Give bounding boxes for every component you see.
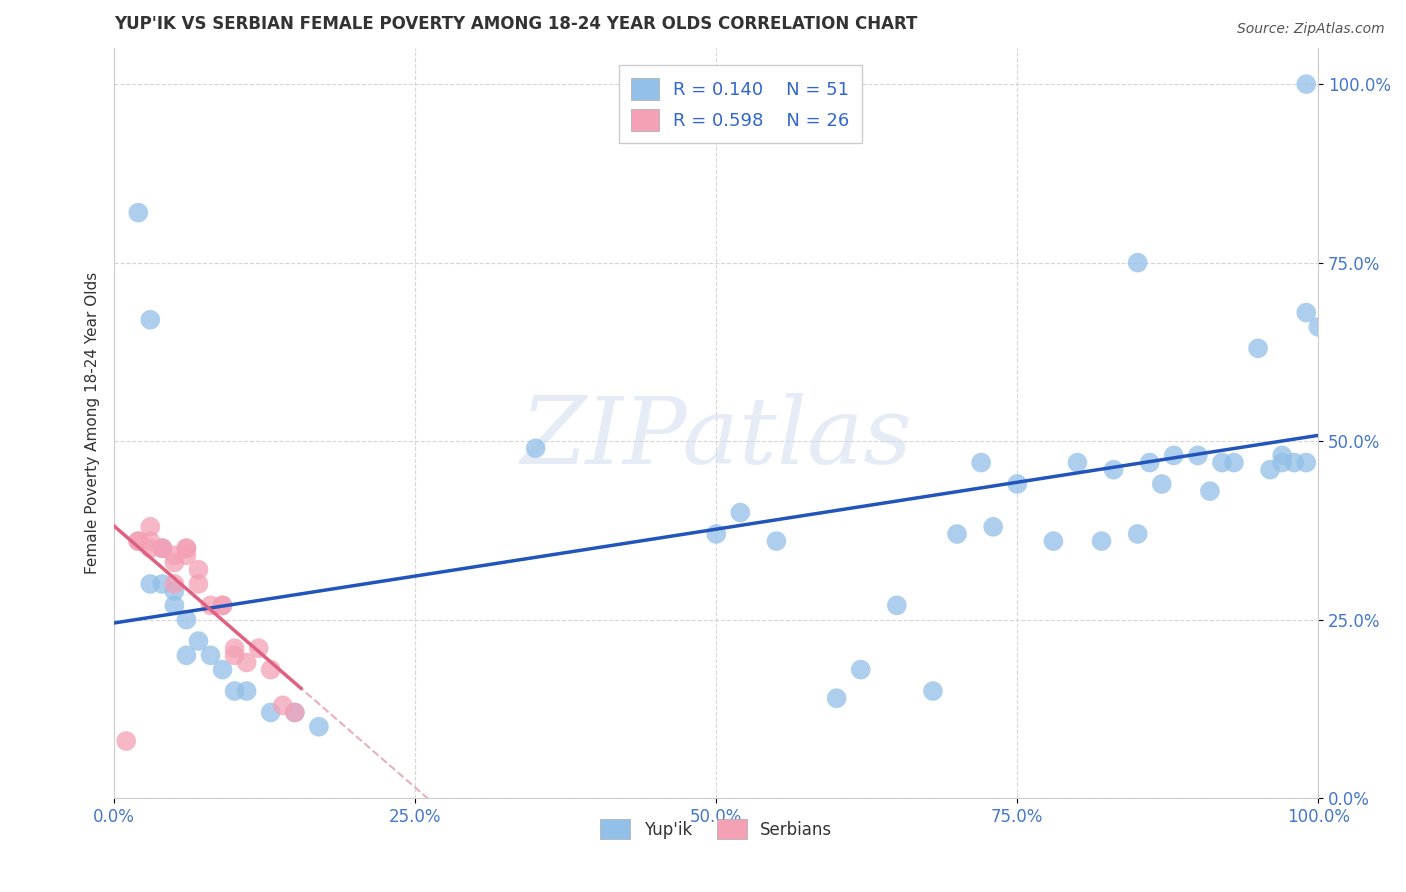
Point xyxy=(200,648,222,663)
Point xyxy=(247,641,270,656)
Point xyxy=(163,556,186,570)
Text: Source: ZipAtlas.com: Source: ZipAtlas.com xyxy=(1237,22,1385,37)
Point xyxy=(150,541,173,556)
Text: YUP'IK VS SERBIAN FEMALE POVERTY AMONG 18-24 YEAR OLDS CORRELATION CHART: YUP'IK VS SERBIAN FEMALE POVERTY AMONG 1… xyxy=(114,15,918,33)
Point xyxy=(1126,255,1149,269)
Point xyxy=(1223,456,1246,470)
Point xyxy=(1187,449,1209,463)
Point xyxy=(1247,341,1270,355)
Point xyxy=(1308,319,1330,334)
Point xyxy=(176,549,198,563)
Point xyxy=(1126,527,1149,541)
Point xyxy=(1295,305,1317,319)
Point xyxy=(1090,534,1112,549)
Point xyxy=(765,534,787,549)
Point xyxy=(1295,77,1317,91)
Point xyxy=(1258,463,1281,477)
Point xyxy=(922,684,945,698)
Point xyxy=(271,698,294,713)
Point xyxy=(200,599,222,613)
Point xyxy=(224,641,246,656)
Point xyxy=(284,706,307,720)
Point xyxy=(139,312,162,326)
Legend: Yup'ik, Serbians: Yup'ik, Serbians xyxy=(593,813,839,846)
Point xyxy=(1163,449,1185,463)
Point xyxy=(1271,449,1294,463)
Point xyxy=(139,534,162,549)
Point xyxy=(139,520,162,534)
Point xyxy=(981,520,1004,534)
Point xyxy=(176,613,198,627)
Point xyxy=(211,663,233,677)
Point xyxy=(704,527,727,541)
Point xyxy=(176,541,198,556)
Point xyxy=(1282,456,1305,470)
Point xyxy=(1042,534,1064,549)
Point xyxy=(187,563,209,577)
Point xyxy=(1211,456,1233,470)
Point xyxy=(163,577,186,591)
Point xyxy=(115,734,138,748)
Point xyxy=(1066,456,1088,470)
Point xyxy=(946,527,969,541)
Point xyxy=(163,599,186,613)
Point xyxy=(163,584,186,599)
Point xyxy=(211,599,233,613)
Point xyxy=(211,599,233,613)
Point xyxy=(127,534,149,549)
Y-axis label: Female Poverty Among 18-24 Year Olds: Female Poverty Among 18-24 Year Olds xyxy=(86,272,100,574)
Point xyxy=(127,534,149,549)
Point xyxy=(176,541,198,556)
Point xyxy=(127,205,149,219)
Point xyxy=(1007,477,1029,491)
Point xyxy=(1150,477,1173,491)
Point xyxy=(970,456,993,470)
Point xyxy=(886,599,908,613)
Point xyxy=(1102,463,1125,477)
Point xyxy=(284,706,307,720)
Point xyxy=(730,506,752,520)
Point xyxy=(260,663,283,677)
Point xyxy=(1199,484,1222,499)
Point xyxy=(524,442,547,456)
Point xyxy=(150,541,173,556)
Point xyxy=(150,541,173,556)
Point xyxy=(187,634,209,648)
Text: ZIPatlas: ZIPatlas xyxy=(520,393,912,483)
Point xyxy=(1295,456,1317,470)
Point xyxy=(176,648,198,663)
Point xyxy=(260,706,283,720)
Point xyxy=(235,684,257,698)
Point xyxy=(139,577,162,591)
Point xyxy=(1271,456,1294,470)
Point xyxy=(235,656,257,670)
Point xyxy=(224,684,246,698)
Point xyxy=(187,577,209,591)
Point xyxy=(308,720,330,734)
Point xyxy=(150,577,173,591)
Point xyxy=(139,541,162,556)
Point xyxy=(1139,456,1161,470)
Point xyxy=(825,691,848,706)
Point xyxy=(163,549,186,563)
Point xyxy=(849,663,872,677)
Point xyxy=(224,648,246,663)
